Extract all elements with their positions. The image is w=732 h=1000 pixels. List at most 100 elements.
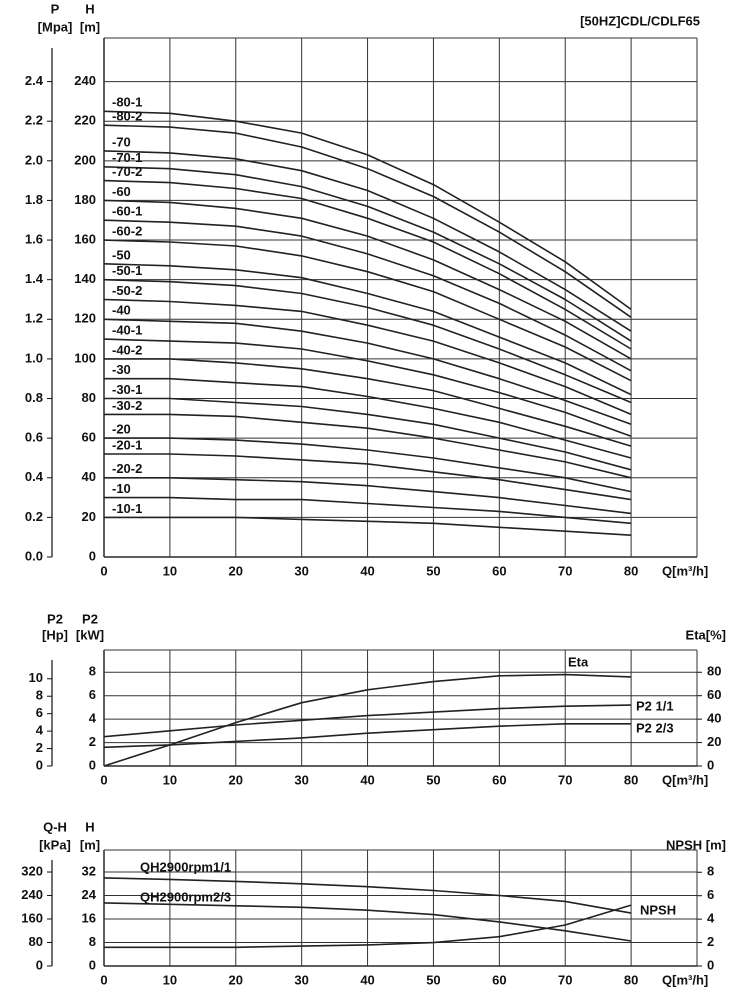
- series-line: [104, 453, 632, 501]
- series-line: [103, 723, 632, 749]
- series-line: [103, 278, 632, 404]
- x-tick-label: 40: [360, 972, 374, 987]
- y3-tick-label: 10: [29, 670, 43, 685]
- y-tick-label: 0: [89, 548, 96, 563]
- series-line: [103, 219, 632, 372]
- y3-tick-label: 1.0: [25, 350, 43, 365]
- y3-tick-label: 320: [21, 863, 43, 878]
- y3-tick-label: 1.4: [25, 271, 44, 286]
- x-axis-label: Q[m³/h]: [662, 563, 708, 578]
- x-tick-label: 10: [163, 563, 177, 578]
- series-line: [104, 477, 632, 515]
- series-label: -80-2: [112, 109, 142, 124]
- x-tick-label: 0: [100, 563, 107, 578]
- y3-tick-label: 0.2: [25, 509, 43, 524]
- x-tick-label: 80: [624, 972, 638, 987]
- y2-tick-label: 0: [707, 957, 714, 972]
- y-tick-label: 0: [89, 957, 96, 972]
- y2-axis-label: NPSH [m]: [666, 837, 726, 852]
- y-tick-label: 20: [82, 509, 96, 524]
- series-line: [103, 877, 632, 914]
- y3-tick-label: 1.8: [25, 192, 43, 207]
- x-tick-label: 80: [624, 563, 638, 578]
- series-line: [103, 902, 632, 942]
- x-tick-label: 10: [163, 972, 177, 987]
- series-line: [103, 166, 632, 342]
- series-line: [103, 673, 632, 767]
- x-tick-label: 40: [360, 772, 374, 787]
- y3-tick-label: 4: [36, 723, 44, 738]
- y3-tick-label: 2.2: [25, 113, 43, 128]
- y3-axis-label: [Hp]: [42, 627, 68, 642]
- x-tick-label: 60: [492, 563, 506, 578]
- y-tick-label: 8: [89, 934, 96, 949]
- x-tick-label: 50: [426, 772, 440, 787]
- y3-tick-label: 0: [36, 757, 43, 772]
- y2-tick-label: 2: [707, 934, 714, 949]
- series-label: -60: [112, 184, 131, 199]
- x-tick-label: 20: [229, 563, 243, 578]
- x-tick-label: 0: [100, 772, 107, 787]
- y-tick-label: 180: [74, 192, 96, 207]
- x-tick-label: 30: [294, 772, 308, 787]
- x-tick-label: 30: [294, 563, 308, 578]
- y-tick-label: 16: [82, 910, 96, 925]
- y3-tick-label: 0.4: [25, 469, 44, 484]
- x-tick-label: 70: [558, 972, 572, 987]
- y3-axis-label: [kPa]: [39, 837, 71, 852]
- series-line: [104, 377, 632, 459]
- y2-tick-label: 40: [707, 711, 721, 726]
- y-tick-label: 160: [74, 231, 96, 246]
- series-label: -30: [112, 362, 131, 377]
- series-label: QH2900rpm2/3: [140, 889, 231, 904]
- series-line: [103, 263, 632, 396]
- series-label: P2 1/1: [636, 698, 674, 713]
- y3-tick-label: 0: [36, 957, 43, 972]
- series-label: NPSH: [640, 902, 676, 917]
- y3-tick-label: 2.0: [25, 152, 43, 167]
- series-line: [103, 318, 632, 426]
- series-line: [104, 358, 632, 447]
- y-tick-label: 240: [74, 73, 96, 88]
- y-tick-label: 24: [82, 887, 97, 902]
- y2-tick-label: 6: [707, 887, 714, 902]
- y2-tick-label: 0: [707, 757, 714, 772]
- series-line: [103, 110, 632, 311]
- chart-title: [50HZ]CDL/CDLF65: [580, 13, 700, 28]
- y3-axis-label: Q-H: [43, 819, 67, 834]
- x-tick-label: 20: [229, 972, 243, 987]
- series-label: -70-2: [112, 164, 142, 179]
- y-tick-label: 4: [89, 711, 97, 726]
- y-tick-label: 8: [89, 664, 96, 679]
- y-axis-label: H: [85, 1, 94, 16]
- series-line: [103, 179, 632, 350]
- y-axis-label: [m]: [80, 19, 100, 34]
- y2-tick-label: 8: [707, 864, 714, 879]
- y3-tick-label: 0.8: [25, 390, 43, 405]
- x-tick-label: 50: [426, 563, 440, 578]
- y-tick-label: 140: [74, 271, 96, 286]
- y-axis-label: P2: [82, 611, 98, 626]
- x-axis-label: Q[m³/h]: [662, 772, 708, 787]
- series-label: -40-1: [112, 323, 142, 338]
- y3-tick-label: 0.6: [25, 430, 43, 445]
- series-label: -20-2: [112, 461, 142, 476]
- series-label: -40-2: [112, 342, 142, 357]
- y-tick-label: 60: [82, 430, 96, 445]
- y3-tick-label: 80: [29, 934, 43, 949]
- y-tick-label: 0: [89, 757, 96, 772]
- series-line: [103, 150, 632, 332]
- x-tick-label: 60: [492, 772, 506, 787]
- series-label: -20-1: [112, 437, 142, 452]
- x-axis-label: Q[m³/h]: [662, 972, 708, 987]
- y-tick-label: 32: [82, 863, 96, 878]
- series-line: [103, 704, 632, 738]
- x-tick-label: 10: [163, 772, 177, 787]
- x-tick-label: 20: [229, 772, 243, 787]
- y3-tick-label: 8: [36, 688, 43, 703]
- y-tick-label: 120: [74, 311, 96, 326]
- y-tick-label: 200: [74, 152, 96, 167]
- series-label: -50-2: [112, 283, 142, 298]
- y2-axis-label: Eta[%]: [686, 627, 726, 642]
